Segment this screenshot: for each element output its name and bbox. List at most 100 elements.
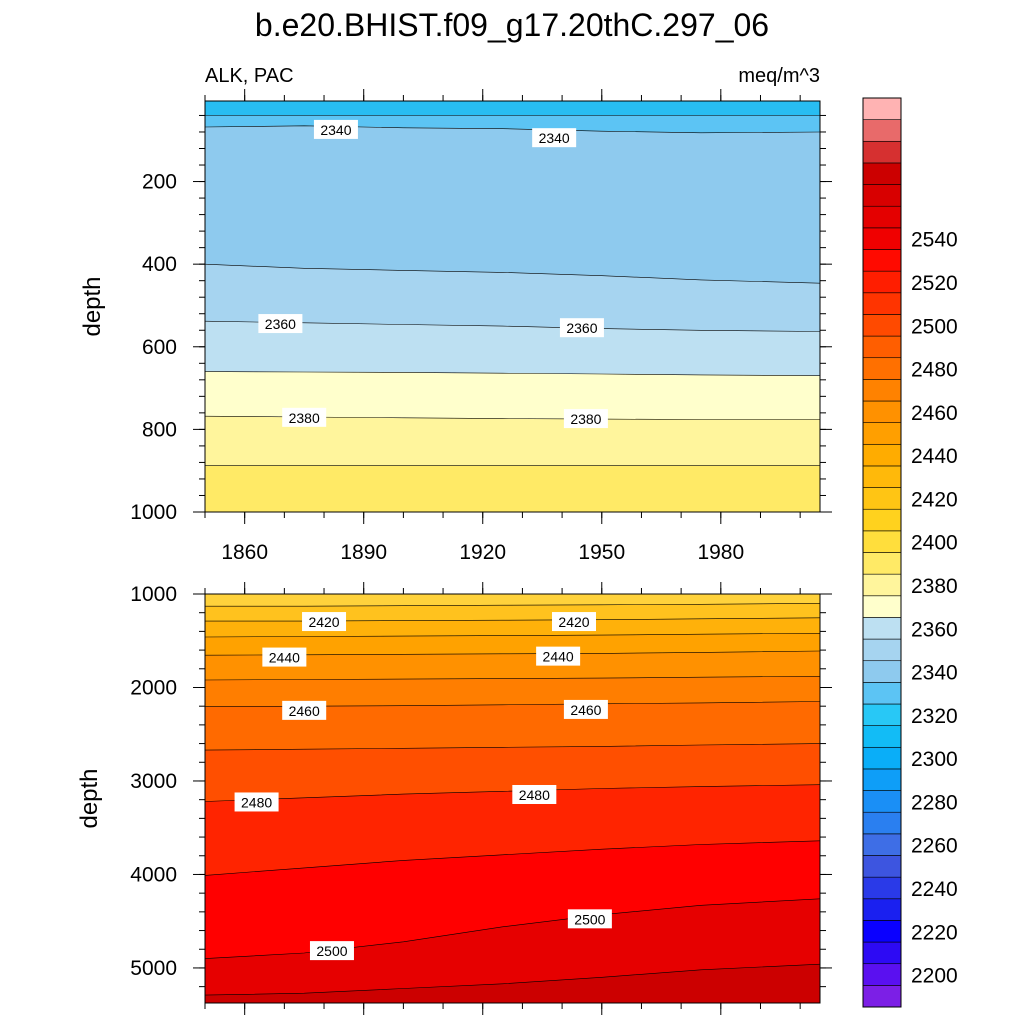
colorbar-label: 2260 [911,835,958,858]
colorbar-segment [862,335,902,359]
plot-frame [204,100,821,513]
colorbar-segment [862,985,902,1008]
colorbar-segment [862,508,902,532]
contour-line [205,263,820,284]
x-tick-label: 1920 [459,541,506,564]
left-string: ALK, PAC [205,65,294,87]
colorbar-label: 2480 [911,359,958,382]
colorbar-segment [862,140,902,164]
colorbar-segment [862,205,902,229]
contour-label: 2480 [512,784,557,804]
contour-label: 2340 [532,128,577,148]
colorbar-label: 2320 [911,705,958,728]
contour-label-text: 2380 [289,410,320,426]
colorbar-segment [862,552,902,575]
contour-label: 2360 [559,318,604,338]
plot-area: 2420 2420 2440 2440 2460 2460 2480 2480 2500 2500 [205,594,820,1003]
colorbar-segment [862,660,902,683]
contour-line [205,633,820,638]
y-tick-label: 5000 [130,957,177,980]
colorbar-segment [862,422,902,445]
colorbar-segment [862,941,902,965]
colorbar-label: 2380 [911,575,958,598]
colorbar-segment [862,811,902,835]
y-tick-label: 800 [142,418,177,441]
colorbar-label: 2240 [911,878,958,901]
lower-panel: 2420 2420 2440 2440 2460 2460 2480 2480 2500 2500… [76,582,832,1015]
colorbar-segment [862,249,902,272]
contour-label: 2380 [282,407,327,427]
contour-label-text: 2340 [320,122,351,138]
y-tick-label: 1000 [130,583,177,606]
colorbar-segment [862,119,902,142]
contour-label-text: 2380 [570,411,601,427]
colorbar-segment [862,703,902,726]
colorbar-segment [862,768,902,791]
contour-line [205,676,820,681]
colorbar-label: 2440 [911,445,958,468]
contour-label: 2440 [262,647,307,667]
fill-band [205,101,820,116]
contour-label: 2460 [563,699,608,719]
contour-line [205,963,820,996]
colorbar-segment [862,725,902,748]
y-tick-label: 4000 [130,863,177,886]
colorbar-segment [862,682,902,705]
upper-panel: 2340 2340 2360 2360 2380 2380 1860 1890 1920 1950… [79,89,832,564]
contour-label: 2500 [309,941,354,961]
plot-area: 2340 2340 2360 2360 2380 2380 [205,101,820,512]
contour-label-text: 2360 [566,320,597,336]
contour-label: 2380 [563,409,608,429]
colorbar-segment [862,314,902,337]
contour-label-text: 2440 [269,650,300,666]
contour-line [205,371,820,376]
x-tick-label: 1890 [340,541,387,564]
colorbar-label: 2540 [911,229,958,252]
colorbar: 2200 2220 2240 2260 2280 2300 2320 2340 2360 2380… [862,97,958,1008]
right-string: meq/m^3 [738,65,820,87]
contour-line [205,898,820,959]
colorbar-segment [862,898,902,921]
colorbar-segment [862,530,902,553]
colorbar-label: 2300 [911,748,958,771]
contour-label-text: 2480 [519,787,550,803]
colorbar-segment [862,617,902,640]
contour-line [205,743,820,751]
contour-line [205,320,820,332]
contour-label: 2420 [302,612,347,632]
colorbar-segment [862,97,902,120]
y-tick-label: 2000 [130,676,177,699]
colorbar-frame [862,97,902,1008]
colorbar-segment [862,487,902,510]
contour-label-text: 2420 [308,614,339,630]
y-tick-label: 200 [142,171,177,194]
contour-line [205,784,820,802]
contour-line [205,840,820,876]
contour-label: 2360 [258,314,303,334]
contour-label-text: 2440 [543,649,574,665]
contour-label: 2460 [282,700,327,720]
colorbar-segment [862,573,902,597]
colorbar-segment [862,357,902,380]
colorbar-segment [862,790,902,813]
colorbar-segment [862,379,902,402]
colorbar-segment [862,400,902,423]
colorbar-segment [862,876,902,900]
contour-label: 2440 [536,646,581,666]
x-tick-label: 1980 [697,541,744,564]
colorbar-label: 2420 [911,488,958,511]
colorbar-segment [862,833,902,856]
y-tick-label: 600 [142,336,177,359]
contour-label: 2480 [234,792,279,812]
colorbar-label: 2360 [911,618,958,641]
contour-label-text: 2360 [265,316,296,332]
contour-label: 2420 [552,612,596,632]
colorbar-label: 2200 [911,965,958,988]
colorbar-segment [862,443,902,467]
contour-label-text: 2460 [289,703,320,719]
plot-frame [204,593,821,1004]
colorbar-segment [862,595,902,618]
colorbar-segment [862,465,902,488]
contour-line [205,125,820,134]
